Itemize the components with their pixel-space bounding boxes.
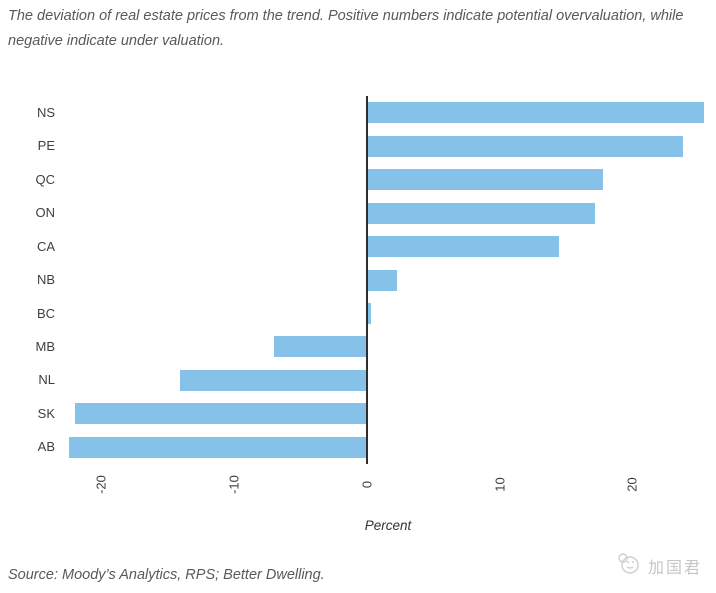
x-tick-label-20: 20 xyxy=(624,477,640,492)
bar-nl xyxy=(179,369,367,391)
category-label-bc: BC xyxy=(36,305,55,321)
plot-area xyxy=(64,96,712,464)
category-label-ns: NS xyxy=(36,104,55,120)
category-label-ab: AB xyxy=(37,439,55,455)
category-label-nb: NB xyxy=(36,272,55,287)
x-tick-label-10: 10 xyxy=(492,477,507,492)
x-tick-label--10: -10 xyxy=(226,475,242,494)
x-axis-label: Percent xyxy=(364,518,412,533)
category-label-sk: SK xyxy=(37,405,55,421)
bar-ab xyxy=(69,436,367,458)
x-tick-label-0: 0 xyxy=(359,480,375,489)
watermark: 加国君 xyxy=(616,550,702,581)
bar-ca xyxy=(366,236,560,257)
source-attribution: Source: Moody’s Analytics, RPS; Better D… xyxy=(8,567,325,583)
bar-mb xyxy=(273,336,367,358)
category-label-mb: MB xyxy=(35,338,56,354)
category-label-qc: QC xyxy=(35,171,56,187)
mascot-logo-icon xyxy=(616,550,642,581)
category-label-pe: PE xyxy=(37,138,55,154)
watermark-text: 加国君 xyxy=(647,559,702,577)
chart-title: The deviation of real estate prices from… xyxy=(8,8,684,49)
bar-on xyxy=(366,202,596,224)
category-label-nl: NL xyxy=(38,372,55,388)
bar-pe xyxy=(366,135,683,157)
bar-qc xyxy=(366,169,604,191)
zero-axis-line xyxy=(365,96,368,464)
bar-ns xyxy=(366,102,705,124)
bar-bc xyxy=(366,303,371,324)
bar-nb xyxy=(366,269,398,291)
bar-sk xyxy=(74,403,367,425)
category-label-on: ON xyxy=(35,205,56,221)
category-label-ca: CA xyxy=(36,238,55,254)
x-tick-label--20: -20 xyxy=(93,475,109,494)
